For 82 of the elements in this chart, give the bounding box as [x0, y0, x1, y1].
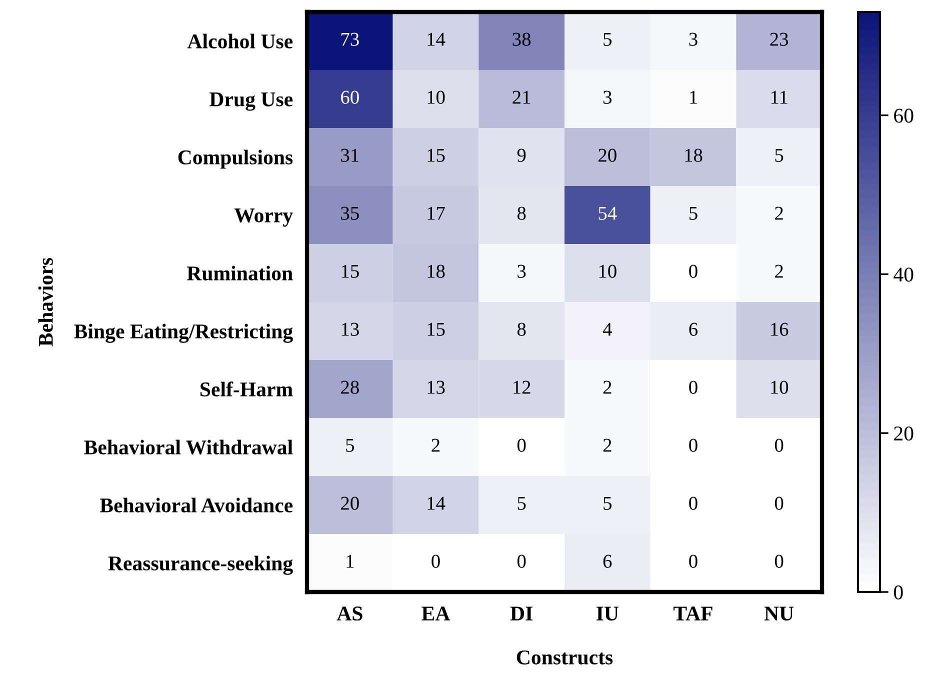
data-label: 2 [775, 206, 783, 220]
x-tick-label: DI [510, 606, 532, 620]
y-tick-label: Binge Eating/Restricting [74, 324, 293, 343]
data-label: 16 [771, 322, 788, 336]
data-label: 17 [428, 206, 445, 220]
data-label: 0 [774, 554, 784, 568]
data-label: 5 [604, 496, 612, 510]
y-tick-label: Drug Use [210, 92, 293, 111]
data-label: 15 [428, 148, 445, 162]
data-label: 10 [771, 380, 788, 394]
data-label: 21 [512, 90, 530, 104]
data-label: 5 [518, 496, 526, 510]
data-label: 0 [517, 438, 526, 452]
data-label: 2 [775, 264, 783, 278]
data-label: 0 [689, 554, 698, 568]
data-label: 6 [689, 322, 698, 336]
y-tick-label: Rumination [186, 266, 293, 280]
data-label: 0 [432, 554, 440, 568]
y-tick-label: Worry [234, 208, 293, 227]
y-tick-label: Behavioral Avoidance [100, 498, 293, 512]
x-axis-title: Constructs [516, 650, 613, 664]
data-label: 0 [689, 264, 698, 278]
y-tick-label: Reassurance-seeking [108, 556, 293, 575]
data-label: 60 [341, 90, 359, 104]
data-label: 35 [341, 206, 359, 220]
data-label: 18 [685, 148, 702, 162]
y-axis-title: Behaviors [38, 258, 53, 346]
data-label: 13 [342, 322, 359, 336]
data-label: 1 [346, 554, 354, 568]
data-label: 5 [775, 148, 784, 162]
y-tick-label: Alcohol Use [187, 34, 293, 48]
data-label: 20 [598, 148, 616, 162]
data-label: 2 [603, 438, 612, 452]
data-label: 3 [603, 90, 612, 104]
data-label: 0 [689, 438, 698, 452]
data-label: 15 [428, 322, 445, 336]
data-label: 1 [690, 90, 697, 104]
data-label: 0 [689, 380, 698, 394]
data-label: 11 [771, 90, 788, 104]
data-label: 10 [599, 264, 616, 278]
data-label: 2 [603, 380, 612, 394]
data-label: 38 [512, 32, 531, 46]
data-label: 5 [604, 32, 612, 46]
data-label: 54 [598, 206, 617, 220]
data-label: 8 [517, 206, 526, 220]
x-tick-label: NU [764, 606, 794, 621]
data-label: 8 [517, 322, 526, 336]
color-bar-label: 0 [894, 585, 903, 600]
x-tick-label: IU [596, 606, 618, 621]
color-bar-label: 20 [894, 426, 914, 441]
data-label: 0 [774, 496, 784, 510]
color-bar-label: 60 [894, 108, 914, 123]
data-label: 3 [689, 32, 698, 46]
data-label: 10 [428, 90, 445, 104]
data-label: 12 [514, 380, 530, 394]
data-label: 6 [603, 554, 612, 568]
y-tick-label: Self-Harm [200, 382, 293, 396]
data-label: 0 [517, 554, 526, 568]
data-label: 0 [689, 496, 698, 510]
y-tick-label: Behavioral Withdrawal [84, 440, 293, 455]
data-label: 14 [428, 496, 446, 510]
data-label: 14 [428, 32, 446, 46]
data-label: 5 [690, 206, 698, 220]
data-label: 28 [341, 380, 359, 394]
data-label: 23 [770, 32, 788, 46]
data-label: 18 [428, 264, 445, 278]
data-label: 13 [428, 380, 445, 394]
data-label: 3 [518, 264, 526, 278]
color-bar-label: 40 [894, 268, 914, 282]
data-label: 9 [517, 148, 526, 162]
data-label: 73 [341, 32, 359, 46]
x-tick-label: TAF [674, 606, 712, 620]
data-label: 20 [341, 496, 359, 510]
data-label: 0 [774, 438, 784, 452]
data-label: 4 [602, 322, 612, 336]
data-label: 5 [346, 438, 354, 452]
data-label: 31 [341, 148, 358, 162]
y-tick-label: Compulsions [178, 150, 293, 169]
data-label: 2 [432, 438, 440, 452]
data-label: 15 [342, 264, 359, 278]
x-tick-label: AS [336, 606, 362, 621]
x-tick-label: EA [422, 606, 450, 620]
